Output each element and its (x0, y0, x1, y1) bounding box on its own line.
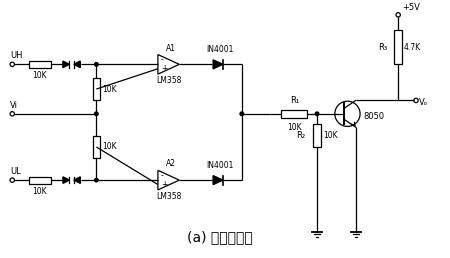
Bar (394, 30, 402, 64)
Circle shape (94, 112, 98, 116)
Text: -: - (161, 171, 164, 180)
Text: +: + (161, 180, 167, 189)
Circle shape (240, 112, 243, 116)
Text: IN4001: IN4001 (207, 45, 234, 54)
Text: 4.7K: 4.7K (404, 43, 421, 52)
Circle shape (94, 178, 98, 182)
Polygon shape (63, 177, 69, 183)
Text: A1: A1 (166, 44, 176, 53)
Text: 10K: 10K (102, 142, 117, 151)
Text: LM358: LM358 (156, 192, 181, 201)
Circle shape (94, 62, 98, 66)
Text: LM358: LM358 (156, 76, 181, 85)
Bar (29, 61, 51, 68)
Text: Vₒ: Vₒ (419, 98, 428, 107)
Polygon shape (74, 61, 80, 68)
Polygon shape (74, 177, 80, 183)
Polygon shape (63, 61, 69, 68)
Bar (93, 78, 100, 100)
Text: (a) 电路结构图: (a) 电路结构图 (187, 230, 253, 244)
Text: UL: UL (10, 167, 21, 176)
Text: +5V: +5V (402, 3, 420, 12)
Circle shape (315, 112, 319, 116)
Bar (313, 124, 321, 148)
Polygon shape (213, 60, 223, 69)
Text: 10K: 10K (287, 123, 302, 132)
Text: 10K: 10K (33, 187, 47, 196)
Bar (281, 110, 307, 118)
Text: -: - (161, 55, 164, 64)
Text: R₁: R₁ (290, 96, 300, 105)
Bar (93, 136, 100, 158)
Text: 10K: 10K (33, 71, 47, 80)
Text: 8050: 8050 (363, 112, 384, 121)
Text: +: + (161, 64, 167, 73)
Polygon shape (213, 176, 223, 185)
Text: UH: UH (10, 51, 23, 60)
Text: R₂: R₂ (296, 131, 305, 140)
Text: Vi: Vi (10, 101, 18, 110)
Text: IN4001: IN4001 (207, 161, 234, 170)
Text: 10K: 10K (323, 131, 338, 140)
Bar (29, 177, 51, 184)
Text: R₃: R₃ (378, 43, 387, 52)
Text: A2: A2 (166, 159, 176, 168)
Text: 10K: 10K (102, 85, 117, 94)
